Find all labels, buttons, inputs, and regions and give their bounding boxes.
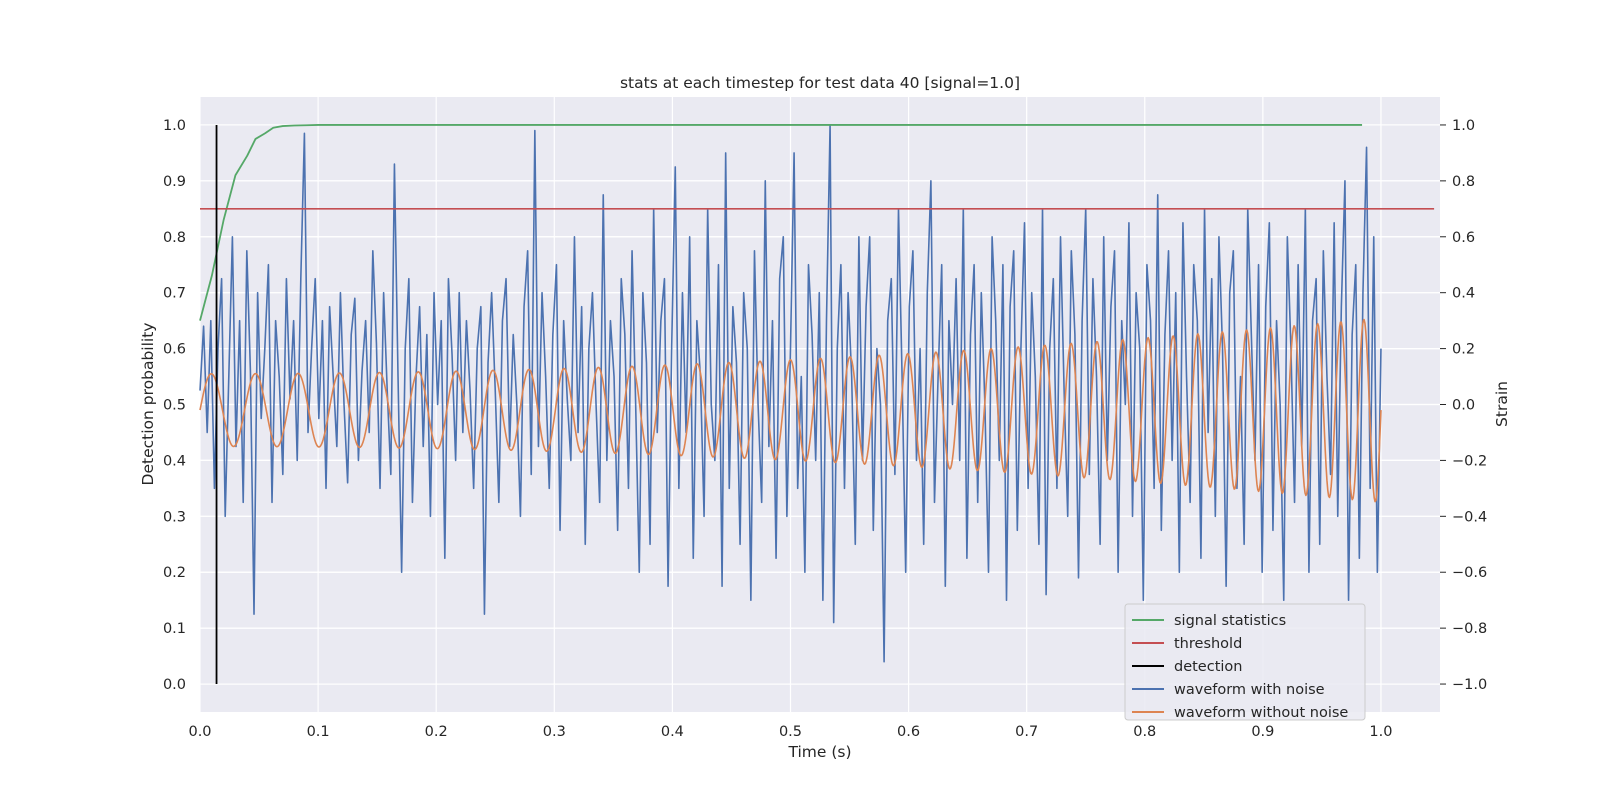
legend-label: detection [1174,659,1242,675]
y-tick-label: 0.4 [163,453,186,469]
y2-tick-label: −1.0 [1452,677,1487,693]
y2-axis-label: Strain [1493,381,1511,427]
legend-label: signal statistics [1174,613,1286,629]
y2-tick-label: 0.0 [1452,398,1475,414]
y-tick-label: 0.8 [163,230,186,246]
y-tick-label: 0.7 [163,286,186,302]
x-tick-labels: 0.0 0.1 0.2 0.3 0.4 0.5 0.6 0.7 0.8 0.9 1.0 [188,724,1392,740]
waveform-with-noise-line [199,124,1382,663]
y-tick-label: 0.5 [163,398,186,414]
x-tick-label: 0.1 [307,724,330,740]
y2-tick-label: 0.6 [1452,230,1475,246]
x-tick-label: 0.0 [188,724,211,740]
y2-tick-label: −0.2 [1452,453,1487,469]
legend: signal statistics threshold detection wavef… [1124,603,1366,721]
x-tick-label: 0.5 [779,724,802,740]
y2-tick-label: −0.4 [1452,509,1487,525]
x-tick-label: 0.2 [425,724,448,740]
y2-tick-labels: −1.0 −0.8 −0.6 −0.4 −0.2 0.0 0.2 0.4 0.6 0.8 1.0 [1440,118,1487,693]
x-tick-label: 0.6 [897,724,920,740]
x-tick-label: 0.8 [1133,724,1156,740]
y-tick-label: 0.1 [163,621,186,637]
x-tick-label: 0.7 [1015,724,1038,740]
x-tick-label: 0.3 [543,724,566,740]
y-tick-label: 0.6 [163,342,186,358]
x-axis-label: Time (s) [787,743,851,761]
y-tick-label: 0.2 [163,565,186,581]
waveform-without-noise-line [199,318,1382,503]
y2-tick-label: −0.6 [1452,565,1487,581]
signal-statistics-line [199,124,1363,321]
legend-label: waveform without noise [1174,705,1348,721]
y-tick-label: 0.0 [163,677,186,693]
legend-label: waveform with noise [1174,682,1325,698]
chart-title: stats at each timestep for test data 40 … [620,74,1020,92]
y-tick-labels: 0.0 0.1 0.2 0.3 0.4 0.5 0.6 0.7 0.8 0.9 1.0 [163,118,186,693]
y-tick-label: 0.3 [163,509,186,525]
y-axis-label: Detection probability [139,323,157,486]
legend-label: threshold [1174,636,1242,652]
y2-tick-label: 1.0 [1452,118,1475,134]
series-layer [199,124,1435,685]
y-tick-label: 1.0 [163,118,186,134]
x-tick-label: 0.4 [661,724,684,740]
y2-tick-label: 0.2 [1452,342,1475,358]
x-tick-label: 0.9 [1251,724,1274,740]
legend-box [1124,603,1366,721]
y2-tick-label: −0.8 [1452,621,1487,637]
y2-tick-label: 0.8 [1452,174,1475,190]
y2-tick-label: 0.4 [1452,286,1475,302]
x-tick-label: 1.0 [1369,724,1392,740]
y-tick-label: 0.9 [163,174,186,190]
